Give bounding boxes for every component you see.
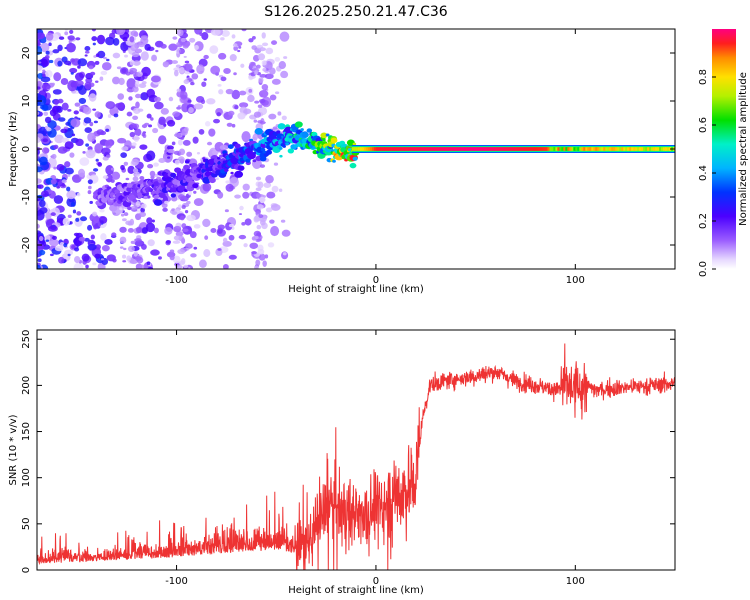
snr-frame [36, 329, 676, 571]
snr-x-tick-label: 0 [373, 576, 379, 587]
snr-x-tick-label: -100 [165, 576, 188, 587]
chart-title: S126.2025.250.21.47.C36 [264, 4, 448, 20]
snr-y-tick-label: 250 [21, 330, 32, 349]
spectrogram-x-tick-label: 100 [566, 275, 585, 286]
snr-y-tick-label: 50 [21, 517, 32, 530]
snr-y-tick-label: 150 [21, 422, 32, 441]
snr-y-tick-label: 0 [21, 567, 32, 573]
snr-background [37, 330, 675, 570]
spectrogram-y-axis-label: Frequency (Hz) [8, 111, 19, 187]
colorbar-label: Normalized spectral amplitude [738, 72, 749, 226]
colorbar-tick-label: 0.0 [698, 261, 709, 277]
snr-x-ticks: -100 0 100 [165, 330, 585, 587]
colorbar-gradient [712, 29, 736, 269]
snr-y-axis-label: SNR (10 * v/v) [8, 414, 19, 485]
colorbar-tick-label: 0.4 [698, 165, 709, 181]
spectrogram-x-tick-label: 0 [373, 275, 379, 286]
spectrogram-x-tick-label: -100 [165, 275, 188, 286]
spectrogram-x-axis-label: Height of straight line (km) [288, 284, 424, 295]
spectrogram-y-tick-label: 20 [21, 47, 32, 60]
snr-y-tick-label: 100 [21, 468, 32, 487]
colorbar-tick-label: 0.2 [698, 213, 709, 229]
colorbar: 0.0 0.2 0.4 0.6 0.8 Normalized spectral ampl… [698, 29, 749, 277]
spectrogram-y-tick-label: 10 [21, 95, 32, 108]
spectrogram-y-tick-label: 0 [21, 146, 32, 152]
colorbar-ticks: 0.0 0.2 0.4 0.6 0.8 [698, 69, 716, 277]
spectrogram-speckle [37, 29, 291, 269]
snr-y-tick-label: 200 [21, 376, 32, 395]
spectrogram-x-ticks: -100 0 100 [165, 29, 585, 286]
spectrogram-y-tick-label: -20 [21, 237, 32, 253]
snr-panel: -100 0 100 0 50 100 150 200 250 Height of strai… [8, 329, 676, 596]
snr-x-tick-label: 100 [566, 576, 585, 587]
snr-series-line [37, 343, 675, 570]
spectrogram-y-ticks: -20 -10 0 10 20 [21, 47, 675, 253]
snr-y-ticks: 0 50 100 150 200 250 [21, 330, 675, 573]
snr-x-axis-label: Height of straight line (km) [288, 585, 424, 596]
spectrogram-y-tick-label: -10 [21, 189, 32, 205]
spectrogram-ridge [92, 121, 675, 212]
colorbar-tick-label: 0.6 [698, 117, 709, 133]
colorbar-tick-label: 0.8 [698, 69, 709, 85]
